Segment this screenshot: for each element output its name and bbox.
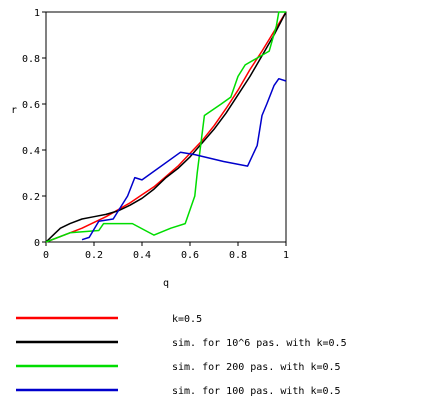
series-line-2: [45, 11, 287, 243]
x-tick-label: 0.6: [181, 250, 199, 261]
x-tick-label: 0.4: [133, 250, 151, 261]
plot-frame: [45, 11, 287, 243]
legend-label-2: sim. for 10^6 pas. with k=0.5: [172, 338, 347, 349]
x-tick-label: 0: [43, 250, 49, 261]
y-axis-label: r: [11, 105, 17, 116]
legend-label-3: sim. for 200 pas. with k=0.5: [172, 362, 341, 373]
x-tick-label: 0.8: [229, 250, 247, 261]
x-tick-label: 0.2: [85, 250, 103, 261]
x-tick-label: 1: [283, 250, 289, 261]
series-line-4: [81, 77, 287, 241]
y-tick-label: 0.2: [22, 192, 40, 203]
y-tick-label: 0.6: [22, 100, 40, 111]
x-axis-label: q: [163, 278, 169, 289]
plot-area: 0 0.2 0.4 0.6 0.8 1 0 0.2 0.4 0.6 0.8 1 q r: [11, 8, 289, 289]
y-tick-label: 0.4: [22, 146, 40, 157]
y-tick-label: 1: [34, 8, 40, 19]
y-tick-label: 0.8: [22, 54, 40, 65]
y-tick-label: 0: [34, 238, 40, 249]
legend-label-1: k=0.5: [172, 314, 202, 325]
legend: k=0.5 sim. for 10^6 pas. with k=0.5 sim. f…: [16, 314, 347, 397]
series-line-1: [45, 11, 287, 243]
series-line-3: [45, 11, 286, 243]
legend-label-4: sim. for 100 pas. with k=0.5: [172, 386, 341, 397]
